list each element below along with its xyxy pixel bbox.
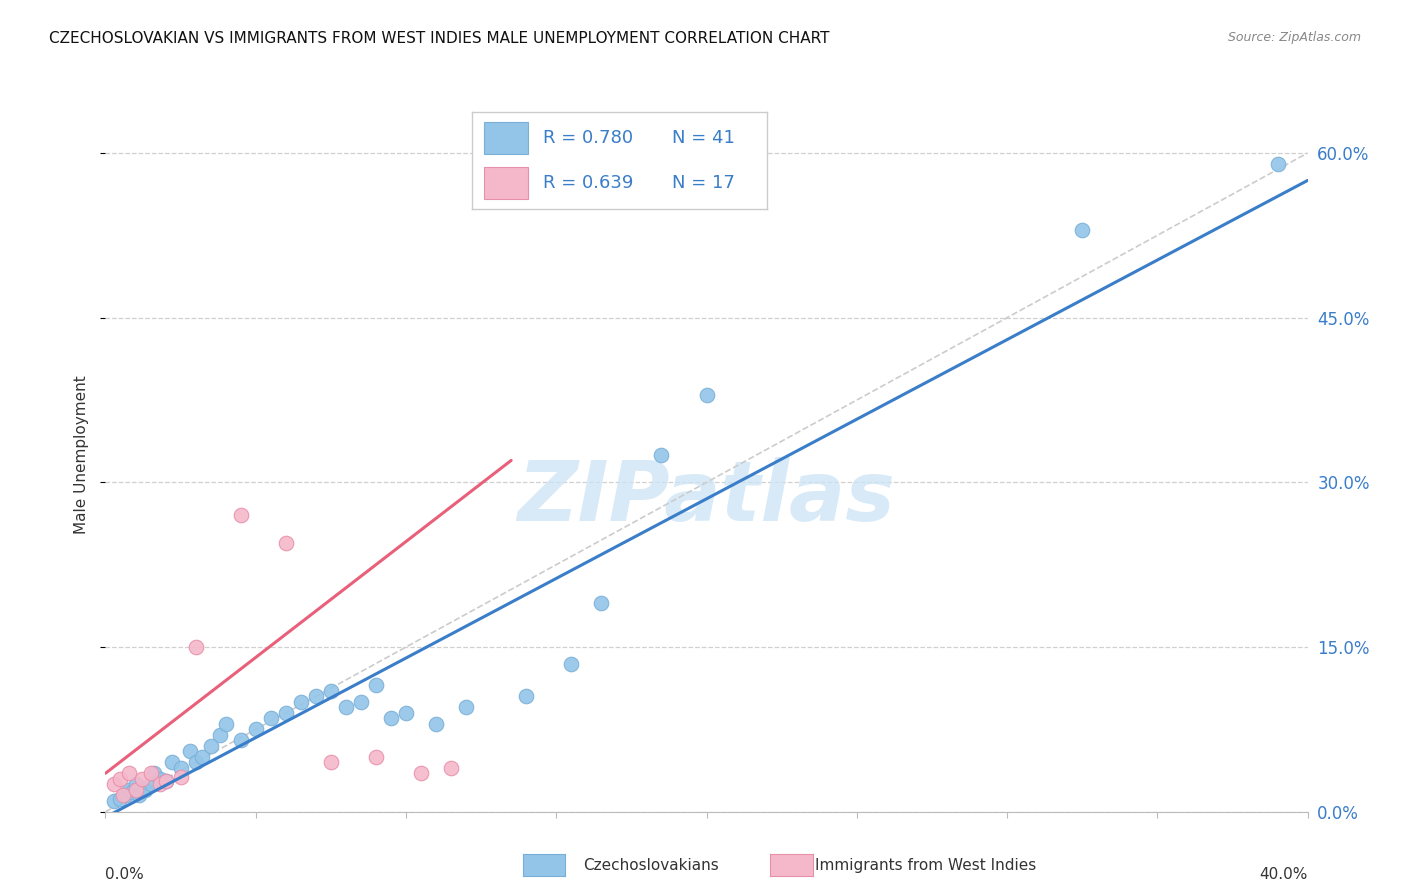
Point xyxy=(148,772,170,786)
Point xyxy=(118,766,141,780)
Point xyxy=(229,508,252,523)
Point xyxy=(103,794,125,808)
Text: 40.0%: 40.0% xyxy=(1260,867,1308,881)
Point xyxy=(380,711,402,725)
Point xyxy=(395,706,418,720)
Point xyxy=(319,756,342,770)
Point xyxy=(200,739,222,753)
Point xyxy=(115,789,138,803)
Point xyxy=(364,678,387,692)
Point xyxy=(274,535,297,549)
Point xyxy=(169,770,191,784)
Point xyxy=(139,766,162,780)
Point xyxy=(190,749,212,764)
Point xyxy=(131,772,153,786)
Point xyxy=(121,785,143,799)
Point xyxy=(260,711,283,725)
Point xyxy=(696,387,718,401)
Text: 0.0%: 0.0% xyxy=(105,867,145,881)
Point xyxy=(560,657,582,671)
Point xyxy=(118,782,141,797)
Point xyxy=(124,777,146,791)
Point xyxy=(650,448,672,462)
Text: Source: ZipAtlas.com: Source: ZipAtlas.com xyxy=(1227,31,1361,45)
Text: Czechoslovakians: Czechoslovakians xyxy=(583,858,720,872)
Point xyxy=(208,728,231,742)
Point xyxy=(112,789,135,803)
Point xyxy=(155,774,177,789)
Point xyxy=(184,756,207,770)
Point xyxy=(364,749,387,764)
Text: CZECHOSLOVAKIAN VS IMMIGRANTS FROM WEST INDIES MALE UNEMPLOYMENT CORRELATION CHA: CZECHOSLOVAKIAN VS IMMIGRANTS FROM WEST … xyxy=(49,31,830,46)
Y-axis label: Male Unemployment: Male Unemployment xyxy=(75,376,90,534)
Point xyxy=(245,723,267,737)
Point xyxy=(515,690,537,704)
Point xyxy=(139,777,162,791)
Point xyxy=(124,782,146,797)
Point xyxy=(128,789,150,803)
Point xyxy=(305,690,328,704)
Point xyxy=(148,777,170,791)
Point xyxy=(160,756,183,770)
Point xyxy=(179,744,201,758)
Point xyxy=(290,695,312,709)
Point xyxy=(110,791,132,805)
Point xyxy=(409,766,432,780)
Point xyxy=(214,717,236,731)
Point xyxy=(350,695,373,709)
Point xyxy=(440,761,463,775)
Point xyxy=(184,640,207,654)
Point xyxy=(110,772,132,786)
Point xyxy=(1071,223,1094,237)
Point xyxy=(229,733,252,747)
Point xyxy=(103,777,125,791)
Point xyxy=(169,761,191,775)
Point xyxy=(456,700,478,714)
Point xyxy=(1267,157,1289,171)
Point xyxy=(142,766,165,780)
Point xyxy=(319,684,342,698)
Text: Immigrants from West Indies: Immigrants from West Indies xyxy=(815,858,1036,872)
Point xyxy=(425,717,447,731)
Point xyxy=(274,706,297,720)
Point xyxy=(591,596,613,610)
Text: ZIPatlas: ZIPatlas xyxy=(517,458,896,538)
Point xyxy=(335,700,357,714)
Point xyxy=(155,774,177,789)
Point xyxy=(134,782,156,797)
